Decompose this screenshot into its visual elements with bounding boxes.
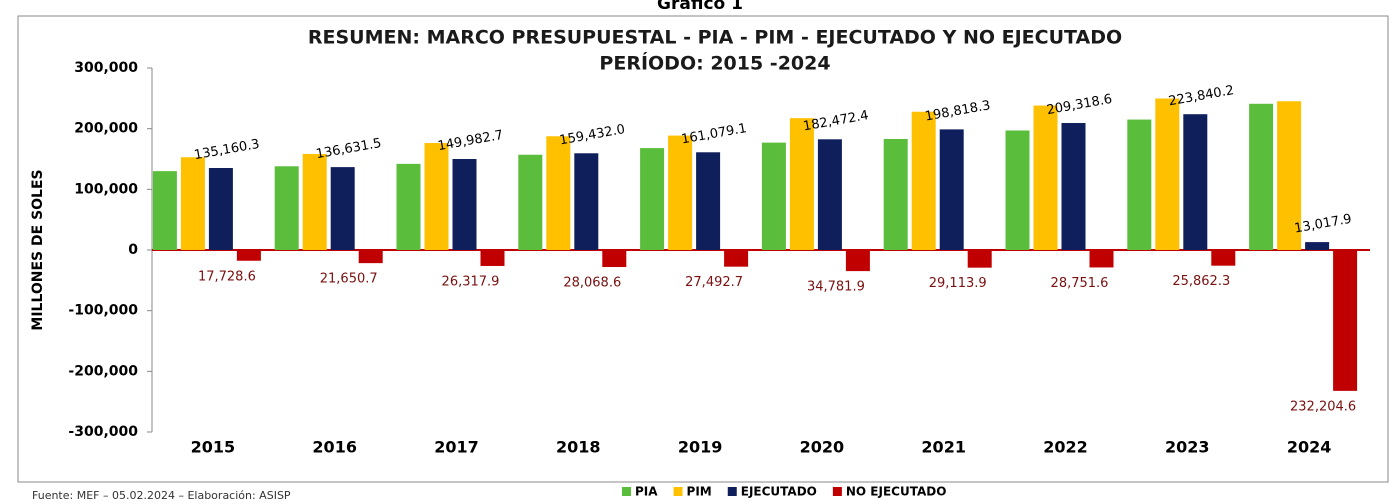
legend-label: PIM xyxy=(687,485,712,499)
bar xyxy=(789,118,814,251)
x-tick-label: 2022 xyxy=(1043,438,1088,457)
bar xyxy=(911,111,936,251)
bar xyxy=(302,153,327,250)
bar xyxy=(480,250,505,266)
bar xyxy=(546,136,571,250)
bar xyxy=(1249,103,1274,250)
value-label: 135,160.3 xyxy=(193,137,261,163)
chart-title: RESUMEN: MARCO PRESUPUESTAL - PIA - PIM … xyxy=(308,27,1122,49)
x-tick-label: 2023 xyxy=(1165,438,1210,457)
value-label: 198,818.3 xyxy=(924,98,992,124)
y-tick-label: 200,000 xyxy=(74,121,138,137)
bar xyxy=(967,250,992,268)
chart-subtitle: PERÍODO: 2015 -2024 xyxy=(599,52,830,75)
y-tick-label: -100,000 xyxy=(68,303,138,319)
value-label: 29,113.9 xyxy=(929,276,987,291)
legend-label: NO EJECUTADO xyxy=(846,485,947,499)
bar xyxy=(1033,105,1058,250)
bar xyxy=(208,168,233,250)
bar xyxy=(1277,101,1302,250)
value-label: 28,068.6 xyxy=(563,276,621,291)
legend-label: EJECUTADO xyxy=(741,485,817,499)
y-tick-label: 300,000 xyxy=(74,60,138,76)
value-label: 27,492.7 xyxy=(685,275,743,290)
bar xyxy=(724,250,749,267)
bar xyxy=(152,171,177,250)
bar xyxy=(330,167,355,250)
bar xyxy=(640,148,665,250)
bar xyxy=(358,250,383,264)
value-label: 159,432.0 xyxy=(558,122,626,148)
value-label: 149,982.7 xyxy=(437,128,505,154)
legend-swatch xyxy=(727,487,737,496)
legend-label: PIA xyxy=(635,485,658,499)
bar xyxy=(1089,250,1114,268)
value-label: 17,728.6 xyxy=(198,269,256,284)
bar xyxy=(574,153,599,250)
legend-swatch xyxy=(832,487,842,496)
bar xyxy=(518,154,543,250)
y-tick-label: -300,000 xyxy=(68,424,138,440)
value-label: 26,317.9 xyxy=(442,274,500,289)
x-tick-label: 2020 xyxy=(800,438,845,457)
bar xyxy=(452,159,477,250)
source: Fuente: MEF – 05.02.2024 – Elaboración: … xyxy=(32,489,291,502)
value-label: 136,631.5 xyxy=(315,136,383,162)
x-tick-label: 2015 xyxy=(191,438,236,457)
value-label: 28,751.6 xyxy=(1051,276,1109,291)
x-tick-label: 2017 xyxy=(434,438,479,457)
x-tick-label: 2021 xyxy=(921,438,966,457)
bar xyxy=(668,135,693,250)
legend-swatch xyxy=(673,487,683,496)
x-tick-label: 2024 xyxy=(1287,438,1332,457)
bar xyxy=(761,142,786,250)
value-label: 161,079.1 xyxy=(680,121,748,147)
heading: Gráfico 1 xyxy=(657,0,743,14)
bar xyxy=(817,139,842,250)
bar xyxy=(696,152,721,250)
bar xyxy=(1305,242,1330,250)
x-tick-label: 2018 xyxy=(556,438,601,457)
bar xyxy=(602,250,627,268)
bar xyxy=(236,250,261,261)
x-tick-label: 2016 xyxy=(312,438,357,457)
chart-frame xyxy=(17,15,1389,483)
bar xyxy=(939,129,964,250)
value-label: 13,017.9 xyxy=(1293,212,1353,237)
value-label: 232,204.6 xyxy=(1290,399,1356,414)
value-label: 223,840.2 xyxy=(1167,83,1235,109)
bar xyxy=(274,166,299,250)
bar xyxy=(1333,250,1358,391)
value-label: 182,472.4 xyxy=(802,108,870,134)
bar xyxy=(424,143,449,250)
value-label: 21,650.7 xyxy=(320,272,378,287)
y-tick-label: 0 xyxy=(128,242,138,258)
bar xyxy=(396,163,421,250)
bar xyxy=(1155,98,1180,250)
bar xyxy=(180,157,205,250)
bar xyxy=(1005,130,1030,250)
value-label: 34,781.9 xyxy=(807,280,865,295)
bar xyxy=(1127,119,1152,250)
bar xyxy=(1183,114,1208,250)
y-tick-label: 100,000 xyxy=(74,181,138,197)
value-label: 25,862.3 xyxy=(1172,274,1230,289)
x-tick-label: 2019 xyxy=(678,438,723,457)
y-tick-label: -200,000 xyxy=(68,363,138,379)
bar xyxy=(883,138,908,250)
y-axis-label: MILLONES DE SOLES xyxy=(30,169,46,330)
bar xyxy=(1061,123,1086,250)
value-label: 209,318.6 xyxy=(1046,92,1114,118)
bar xyxy=(1211,250,1236,266)
legend-swatch xyxy=(622,487,631,496)
bar xyxy=(845,250,870,272)
